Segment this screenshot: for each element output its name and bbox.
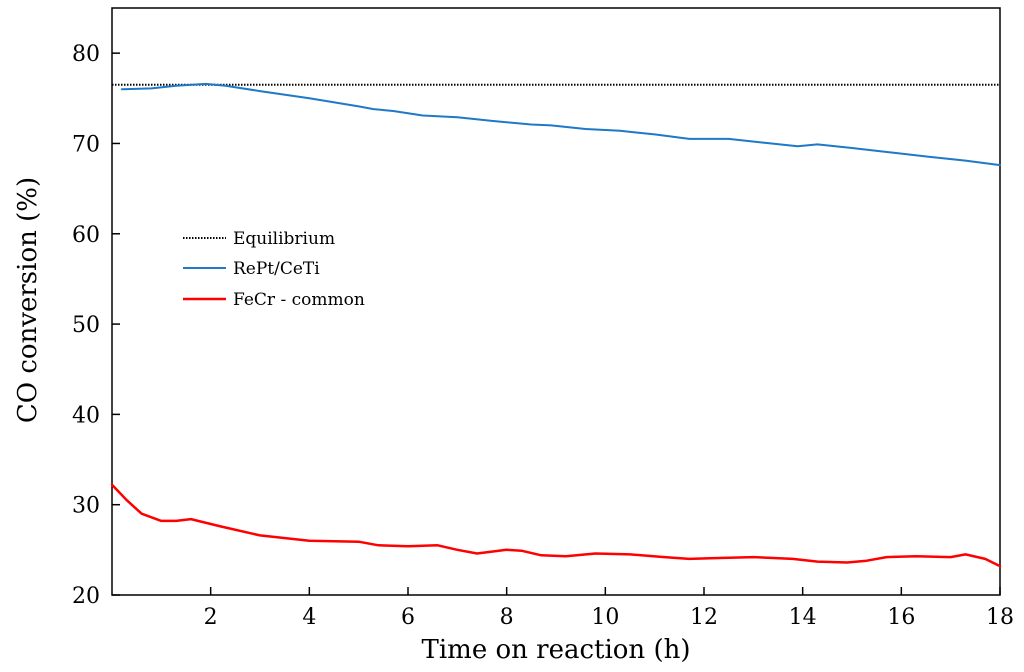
- legend: Equilibrium RePt/CeTi FeCr - common: [183, 229, 365, 310]
- x-tick-label: 4: [302, 605, 316, 630]
- y-axis-title: CO conversion (%): [13, 177, 43, 423]
- y-tick-label: 60: [72, 223, 100, 248]
- x-tick-label: 2: [204, 605, 218, 630]
- series-line-fecr-common: [110, 483, 1002, 568]
- plot-frame: [111, 7, 1001, 596]
- y-tick-label: 20: [72, 584, 100, 609]
- x-tick-label: 10: [591, 605, 619, 630]
- x-axis-title: Time on reaction (h): [422, 635, 691, 665]
- x-tick-label: 8: [500, 605, 514, 630]
- y-tick-label: 70: [72, 132, 100, 157]
- x-tick-label: 18: [986, 605, 1014, 630]
- x-tick-label: 6: [401, 605, 415, 630]
- legend-label-rept-ceti: RePt/CeTi: [233, 259, 320, 279]
- y-tick-label: 50: [72, 313, 100, 338]
- legend-label-fecr-common: FeCr - common: [233, 290, 365, 310]
- x-tick-label: 16: [887, 605, 915, 630]
- x-tick-label: 14: [789, 605, 817, 630]
- series-line-rept-ceti: [120, 82, 1001, 167]
- y-tick-label: 80: [72, 42, 100, 67]
- x-tick-label: 12: [690, 605, 718, 630]
- legend-label-equilibrium: Equilibrium: [233, 229, 335, 249]
- y-tick-label: 30: [72, 494, 100, 519]
- y-tick-label: 40: [72, 403, 100, 428]
